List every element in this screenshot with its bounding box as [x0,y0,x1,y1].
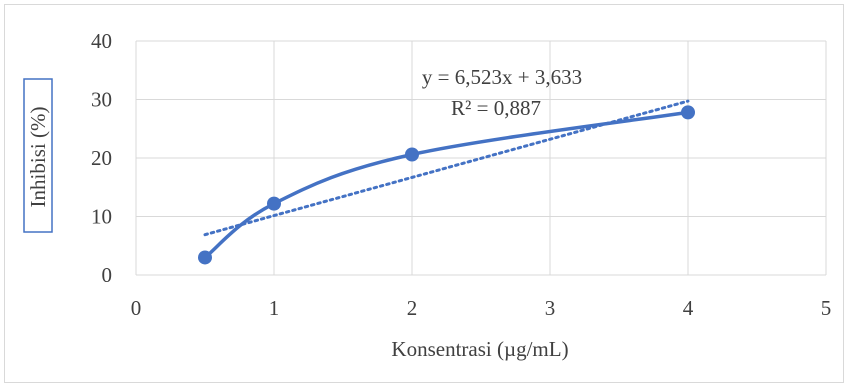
data-point [405,147,419,162]
x-tick-label: 2 [407,296,418,320]
equation-label: y = 6,523x + 3,633 [422,65,582,89]
r-squared-label: R² = 0,887 [451,96,541,120]
chart-frame [4,4,844,383]
tick-labels: 0 10 20 30 40 0 1 2 3 4 5 [91,29,831,320]
x-tick-label: 4 [683,296,694,320]
y-axis-title: Inhibisi (%) [26,107,50,208]
x-tick-label: 1 [269,296,280,320]
y-tick-label: 0 [102,263,113,287]
series-line [203,110,689,259]
y-tick-label: 30 [91,88,112,112]
data-point [198,250,212,265]
y-axis-title-box [23,78,53,233]
series [198,105,695,265]
x-tick-label: 5 [821,296,832,320]
data-point [267,196,281,211]
x-axis-title: Konsentrasi (µg/mL) [391,337,568,361]
y-tick-label: 10 [91,205,112,229]
data-point [681,105,695,120]
y-tick-label: 20 [91,146,112,170]
y-tick-label: 40 [91,29,112,53]
x-tick-label: 3 [545,296,556,320]
x-tick-label: 0 [131,296,142,320]
